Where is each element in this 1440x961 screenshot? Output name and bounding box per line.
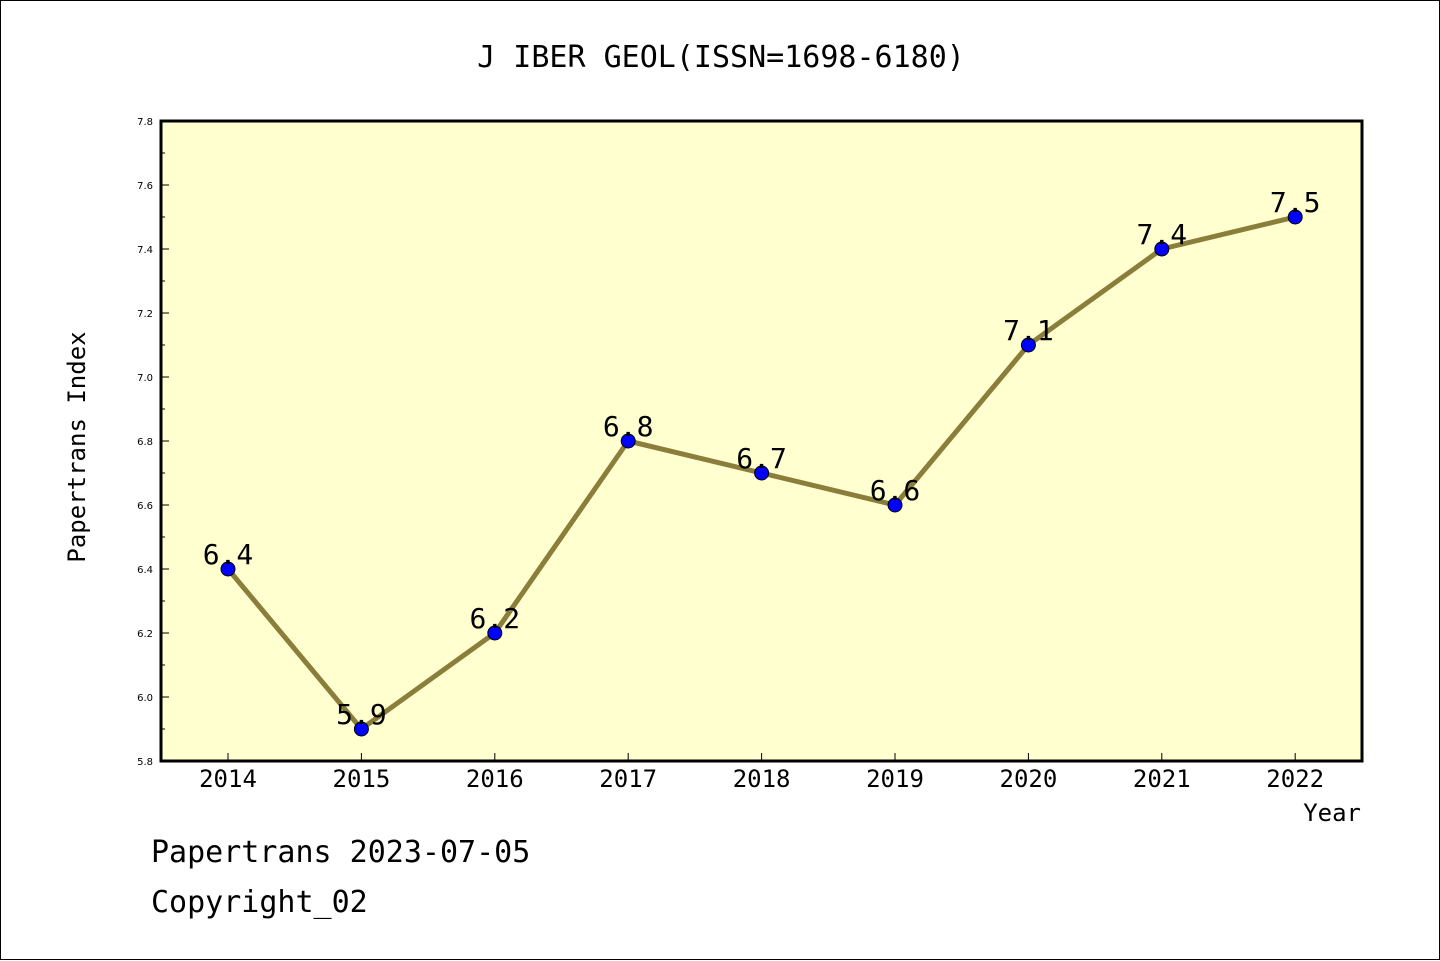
data-point-marker <box>220 561 236 577</box>
y-tick-label: 7.4 <box>137 245 153 256</box>
footer-copyright: Copyright_02 <box>151 885 368 920</box>
y-tick-label: 5.8 <box>137 757 153 768</box>
data-label-group: 6.4 5.9 6.2 6.8 6.7 6.6 7.1 7.4 7.5 <box>203 186 1321 731</box>
y-tick-label: 7.6 <box>137 181 153 192</box>
x-tick-label: 2019 <box>866 765 924 793</box>
x-axis-ticks: 2014 2015 2016 2017 2018 2019 2020 2021 2022 <box>199 753 1324 793</box>
data-point-marker <box>353 721 369 737</box>
data-point-marker <box>887 497 903 513</box>
series-group <box>220 209 1303 737</box>
y-tick-label: 6.0 <box>137 693 153 704</box>
data-point-marker <box>1154 241 1170 257</box>
data-point-marker <box>1287 209 1303 225</box>
x-tick-label: 2020 <box>1000 765 1058 793</box>
x-tick-label: 2015 <box>333 765 391 793</box>
data-label: 6.7 <box>736 442 787 475</box>
x-tick-label: 2021 <box>1133 765 1191 793</box>
y-tick-label: 6.6 <box>137 501 153 512</box>
data-point-marker <box>620 433 636 449</box>
data-point-marker <box>487 625 503 641</box>
chart-title: J IBER GEOL(ISSN=1698-6180) <box>477 40 965 75</box>
x-axis-title: Year <box>1303 799 1361 827</box>
x-tick-label: 2017 <box>599 765 657 793</box>
y-tick-label: 7.0 <box>137 373 153 384</box>
y-tick-label: 6.8 <box>137 437 153 448</box>
data-label: 6.8 <box>603 410 654 443</box>
y-tick-label: 6.2 <box>137 629 153 640</box>
data-label: 7.5 <box>1270 186 1321 219</box>
y-axis-ticks: 5.8 6.0 6.2 6.4 6.6 6.8 7.0 7.2 7.4 7.6 7.8 <box>137 117 169 768</box>
data-label: 6.4 <box>203 538 254 571</box>
data-label: 5.9 <box>336 698 387 731</box>
plot-area <box>159 119 1364 763</box>
data-label: 7.4 <box>1137 218 1188 251</box>
x-tick-label: 2022 <box>1266 765 1324 793</box>
x-tick-label: 2018 <box>733 765 791 793</box>
data-label: 6.6 <box>870 474 921 507</box>
y-tick-label: 6.4 <box>137 565 153 576</box>
data-point-marker <box>754 465 770 481</box>
y-tick-label: 7.2 <box>137 309 153 320</box>
data-label: 6.2 <box>470 602 521 635</box>
y-axis-title: Papertrans Index <box>63 331 91 562</box>
y-tick-label: 7.8 <box>137 117 153 128</box>
data-label: 7.1 <box>1003 314 1054 347</box>
x-tick-label: 2014 <box>199 765 257 793</box>
x-tick-label: 2016 <box>466 765 524 793</box>
footer-date: Papertrans 2023-07-05 <box>151 835 531 870</box>
data-point-marker <box>1020 337 1036 353</box>
